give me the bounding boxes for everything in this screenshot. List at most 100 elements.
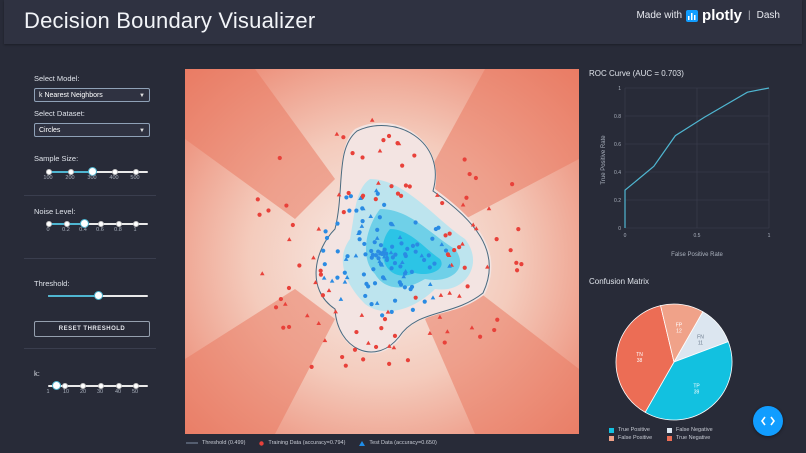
test-point: [377, 259, 382, 264]
pie-slice-tp[interactable]: [644, 341, 733, 421]
k-slider[interactable]: 1 10 20 30 40 50: [34, 374, 150, 395]
circle-swatch-icon: [259, 440, 265, 446]
legend-train[interactable]: Training Data (accuracy=0.794): [259, 440, 345, 446]
train-point: [395, 141, 400, 146]
train-point: [380, 313, 385, 318]
slider-dot[interactable]: [116, 221, 122, 227]
threshold-label: Threshold:: [34, 279, 70, 288]
train-point: [410, 243, 416, 249]
slider-handle[interactable]: [52, 381, 61, 390]
train-point: [464, 195, 469, 200]
legend-threshold[interactable]: Threshold (0.499): [186, 440, 245, 446]
slider-dot[interactable]: [98, 221, 104, 227]
slider-mark: 40: [114, 389, 122, 395]
divider: [24, 258, 156, 259]
test-point: [486, 206, 492, 211]
train-point: [397, 280, 402, 285]
slider-dot[interactable]: [116, 383, 122, 389]
train-point: [255, 197, 260, 202]
brand-separator: |: [748, 10, 751, 21]
slider-dot[interactable]: [46, 221, 52, 227]
test-point: [374, 235, 380, 240]
roc-chart[interactable]: 00.20.40.60.810 0.5 1 False Positive Rate …: [589, 80, 779, 262]
roc-ytick: 0.6: [614, 142, 621, 148]
brand-link[interactable]: Made with plotly | Dash: [636, 7, 780, 24]
dataset-label: Select Dataset:: [34, 109, 85, 118]
train-point: [344, 195, 349, 200]
train-point: [277, 155, 282, 161]
slider-dot[interactable]: [133, 169, 139, 175]
legend-fn-label: False Negative: [676, 427, 713, 433]
slider-dot[interactable]: [112, 169, 118, 175]
train-point: [443, 233, 448, 238]
test-point: [401, 274, 407, 279]
swatch-icon: [609, 435, 614, 441]
threshold-slider[interactable]: [34, 284, 150, 304]
pie-slice-value: 39: [694, 389, 700, 395]
train-point: [427, 265, 432, 270]
pie-slice-tn[interactable]: [615, 305, 675, 413]
test-point: [344, 275, 350, 280]
slider-dot[interactable]: [133, 221, 139, 227]
decision-boundary-graph[interactable]: [185, 69, 579, 434]
train-point: [410, 307, 415, 312]
legend-test[interactable]: Test Data (accuracy=0.650): [359, 440, 437, 446]
train-point: [390, 244, 395, 249]
train-point: [384, 257, 390, 263]
train-point: [492, 327, 497, 333]
train-point: [386, 133, 392, 139]
code-icon: [761, 416, 775, 426]
slider-handle[interactable]: [94, 291, 103, 300]
slider-handle[interactable]: [88, 167, 97, 176]
train-point: [442, 340, 447, 345]
code-toggle-button[interactable]: [753, 406, 783, 436]
slider-dot[interactable]: [80, 383, 86, 389]
slider-dot[interactable]: [98, 383, 104, 389]
model-dropdown[interactable]: k Nearest Neighbors ▼: [34, 88, 150, 102]
slider-rail: [48, 171, 148, 173]
triangle-swatch-icon: [359, 440, 366, 446]
legend-tp[interactable]: True Positive: [609, 427, 667, 433]
roc-xtick: 0: [624, 233, 627, 239]
train-point: [363, 293, 368, 299]
legend-tn[interactable]: True Negative: [667, 435, 725, 441]
test-point: [336, 192, 342, 197]
roc-xtick: 0.5: [694, 233, 701, 239]
slider-dot[interactable]: [64, 221, 70, 227]
train-point: [465, 284, 470, 289]
swatch-icon: [667, 427, 672, 433]
slider-dot[interactable]: [62, 383, 68, 389]
model-dropdown-value: k Nearest Neighbors: [39, 92, 103, 99]
legend-fn[interactable]: False Negative: [667, 427, 725, 433]
dataset-dropdown[interactable]: Circles ▼: [34, 123, 150, 137]
sample-size-slider[interactable]: 100 200 300 400 500: [34, 160, 150, 181]
test-point: [305, 313, 310, 318]
train-point: [341, 135, 346, 140]
test-point: [356, 231, 361, 236]
banner: Decision Boundary Visualizer Made with p…: [4, 0, 802, 44]
test-point: [388, 250, 394, 255]
noise-slider[interactable]: 0 0.2 0.4 0.6 0.8 1: [34, 212, 150, 233]
test-point: [359, 223, 365, 228]
test-point: [469, 325, 475, 330]
train-point: [373, 253, 379, 258]
roc-ytick: 1: [618, 86, 621, 92]
slider-dot[interactable]: [133, 383, 139, 389]
roc-xlabel: False Positive Rate: [671, 252, 723, 258]
legend-fp-label: False Positive: [618, 435, 653, 441]
pie-slice-fp[interactable]: [660, 303, 704, 364]
contour-band: [425, 69, 579, 219]
legend-tp-label: True Positive: [618, 427, 650, 433]
train-point: [342, 270, 347, 275]
slider-dot[interactable]: [68, 169, 74, 175]
train-point: [370, 252, 375, 257]
slider-handle[interactable]: [80, 219, 89, 228]
legend-fp[interactable]: False Positive: [609, 435, 667, 441]
reset-threshold-button[interactable]: RESET THRESHOLD: [34, 321, 150, 337]
train-point: [372, 281, 378, 286]
train-point: [360, 155, 365, 160]
swatch-icon: [609, 427, 614, 433]
slider-dot[interactable]: [46, 169, 52, 175]
test-point: [460, 241, 465, 246]
